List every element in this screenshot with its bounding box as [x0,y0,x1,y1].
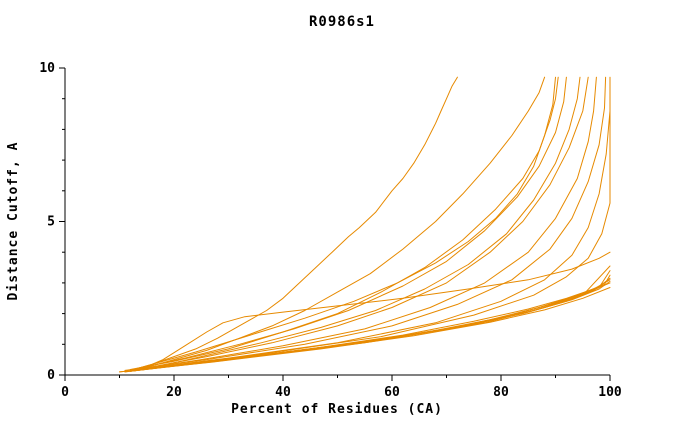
plot-area: 0 20 40 60 80 100 0 5 10 [39,61,622,400]
y-axis-label: Distance Cutoff, A [6,142,21,301]
y-tick-label: 5 [47,215,55,230]
series-line [140,251,611,370]
series-line [129,76,597,371]
series-line [135,79,611,370]
series-line [135,76,556,370]
series-line [140,76,589,370]
series-line [129,76,611,371]
series-line [135,76,458,370]
y-tick-label: 0 [47,368,55,383]
x-tick-label: 40 [275,385,291,400]
series-line [129,274,611,372]
series-line [146,76,581,370]
series-line [124,270,611,373]
x-axis-label: Percent of Residues (CA) [231,402,443,417]
series-line [119,287,611,373]
chart-title: R0986s1 [309,14,375,30]
x-tick-label: 0 [61,385,69,400]
series-line [129,280,611,372]
x-tick-label: 100 [598,385,622,400]
series-line [140,76,546,370]
series-line [135,265,611,371]
x-tick-label: 20 [166,385,182,400]
y-tick-label: 10 [39,61,55,76]
x-tick-label: 80 [493,385,509,400]
series-line [135,76,567,370]
series-line [124,76,607,371]
x-tick-label: 60 [384,385,400,400]
series-line [129,76,559,370]
